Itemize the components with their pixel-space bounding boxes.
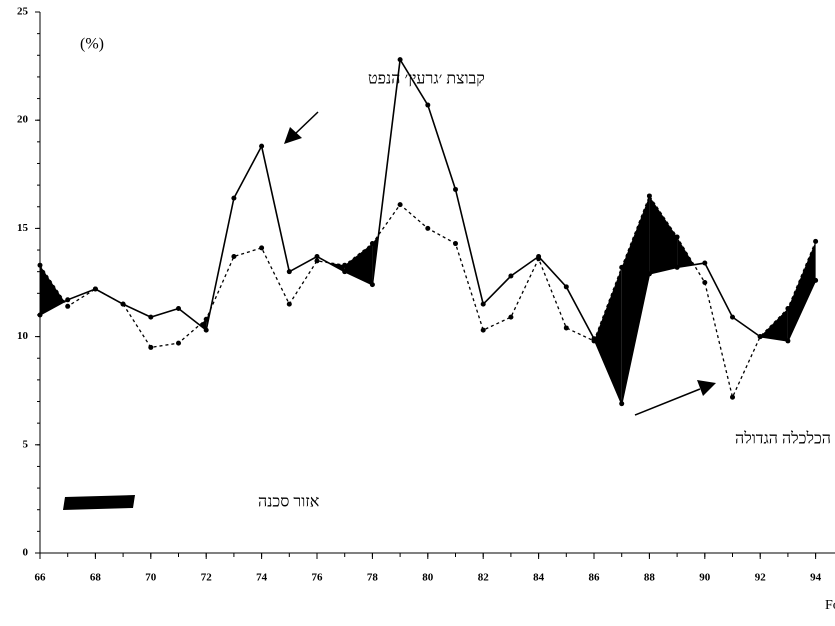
legend-swatch: [63, 495, 135, 510]
point: [536, 256, 542, 262]
danger-fill: [40, 265, 65, 315]
unit-label: (%): [80, 36, 104, 53]
x-tick-label: 78: [367, 572, 379, 584]
point: [286, 269, 292, 275]
point: [37, 262, 43, 268]
point: [148, 314, 154, 320]
x-tick-label: 90: [699, 572, 711, 584]
point: [453, 186, 459, 192]
danger-fill: [621, 195, 650, 404]
point: [203, 316, 209, 322]
arrow: [634, 388, 701, 416]
point: [730, 394, 736, 400]
series-label: הכלכלה הגדולה: [735, 430, 831, 448]
point: [92, 286, 98, 292]
point: [342, 262, 348, 268]
point: [65, 297, 71, 303]
point: [563, 325, 569, 331]
point: [730, 314, 736, 320]
point: [286, 301, 292, 307]
x-tick-label: 74: [256, 572, 268, 584]
point: [314, 254, 320, 260]
point: [314, 258, 320, 264]
x-tick-label: 92: [755, 572, 767, 584]
point: [203, 327, 209, 333]
point: [231, 254, 237, 260]
point: [674, 234, 680, 240]
point: [563, 284, 569, 290]
point: [646, 271, 652, 277]
x-tick-label: 88: [644, 572, 656, 584]
x-tick-label: 66: [35, 572, 47, 584]
y-tick-label: 25: [17, 6, 29, 18]
y-tick-label: 5: [23, 438, 29, 450]
point: [702, 260, 708, 266]
point: [785, 338, 791, 344]
series-label: קבוצת ׳גרעין׳ הנפט: [368, 71, 485, 88]
x-tick-label: 84: [533, 572, 545, 584]
point: [342, 269, 348, 275]
point: [674, 264, 680, 270]
x-tick-label: 86: [589, 572, 601, 584]
y-tick-label: 0: [23, 547, 29, 559]
source: מקור: Fortune; Standard & Poor's Compust…: [825, 598, 835, 613]
point: [591, 338, 597, 344]
point: [425, 102, 431, 108]
point: [508, 314, 514, 320]
point: [369, 241, 375, 247]
danger-fill: [649, 195, 678, 274]
x-tick-label: 80: [422, 572, 434, 584]
point: [176, 305, 182, 311]
danger-fill: [787, 241, 816, 341]
point: [813, 238, 819, 244]
point: [425, 225, 431, 231]
y-tick-label: 15: [17, 222, 29, 234]
point: [813, 277, 819, 283]
point: [619, 401, 625, 407]
point: [508, 273, 514, 279]
point: [231, 195, 237, 201]
y-tick-label: 20: [17, 114, 29, 126]
point: [619, 264, 625, 270]
point: [646, 193, 652, 199]
x-tick-label: 94: [810, 572, 822, 584]
point: [785, 305, 791, 311]
point: [480, 301, 486, 307]
point: [65, 303, 71, 309]
x-tick-label: 76: [312, 572, 324, 584]
point: [397, 202, 403, 208]
series-line: [39, 57, 817, 407]
point: [37, 312, 43, 318]
point: [148, 344, 154, 350]
point: [453, 241, 459, 247]
x-tick-label: 70: [145, 572, 157, 584]
x-tick-label: 72: [201, 572, 213, 584]
point: [397, 57, 403, 63]
danger-fill: [760, 308, 788, 341]
point: [480, 327, 486, 333]
point: [259, 245, 265, 251]
danger-fill: [677, 237, 694, 268]
point: [369, 282, 375, 288]
point: [120, 301, 126, 307]
danger-fill: [199, 319, 207, 331]
arrow-head: [697, 380, 716, 396]
x-tick-label: 82: [478, 572, 490, 584]
point: [757, 334, 763, 340]
point: [702, 280, 708, 285]
arrow-head: [284, 127, 302, 144]
arrow: [294, 111, 319, 135]
x-tick-label: 68: [90, 572, 102, 584]
point: [176, 340, 182, 346]
danger-fill: [594, 267, 622, 404]
y-tick-label: 10: [17, 330, 29, 342]
legend-label: אזור סכנה: [258, 494, 320, 511]
point: [259, 143, 265, 149]
